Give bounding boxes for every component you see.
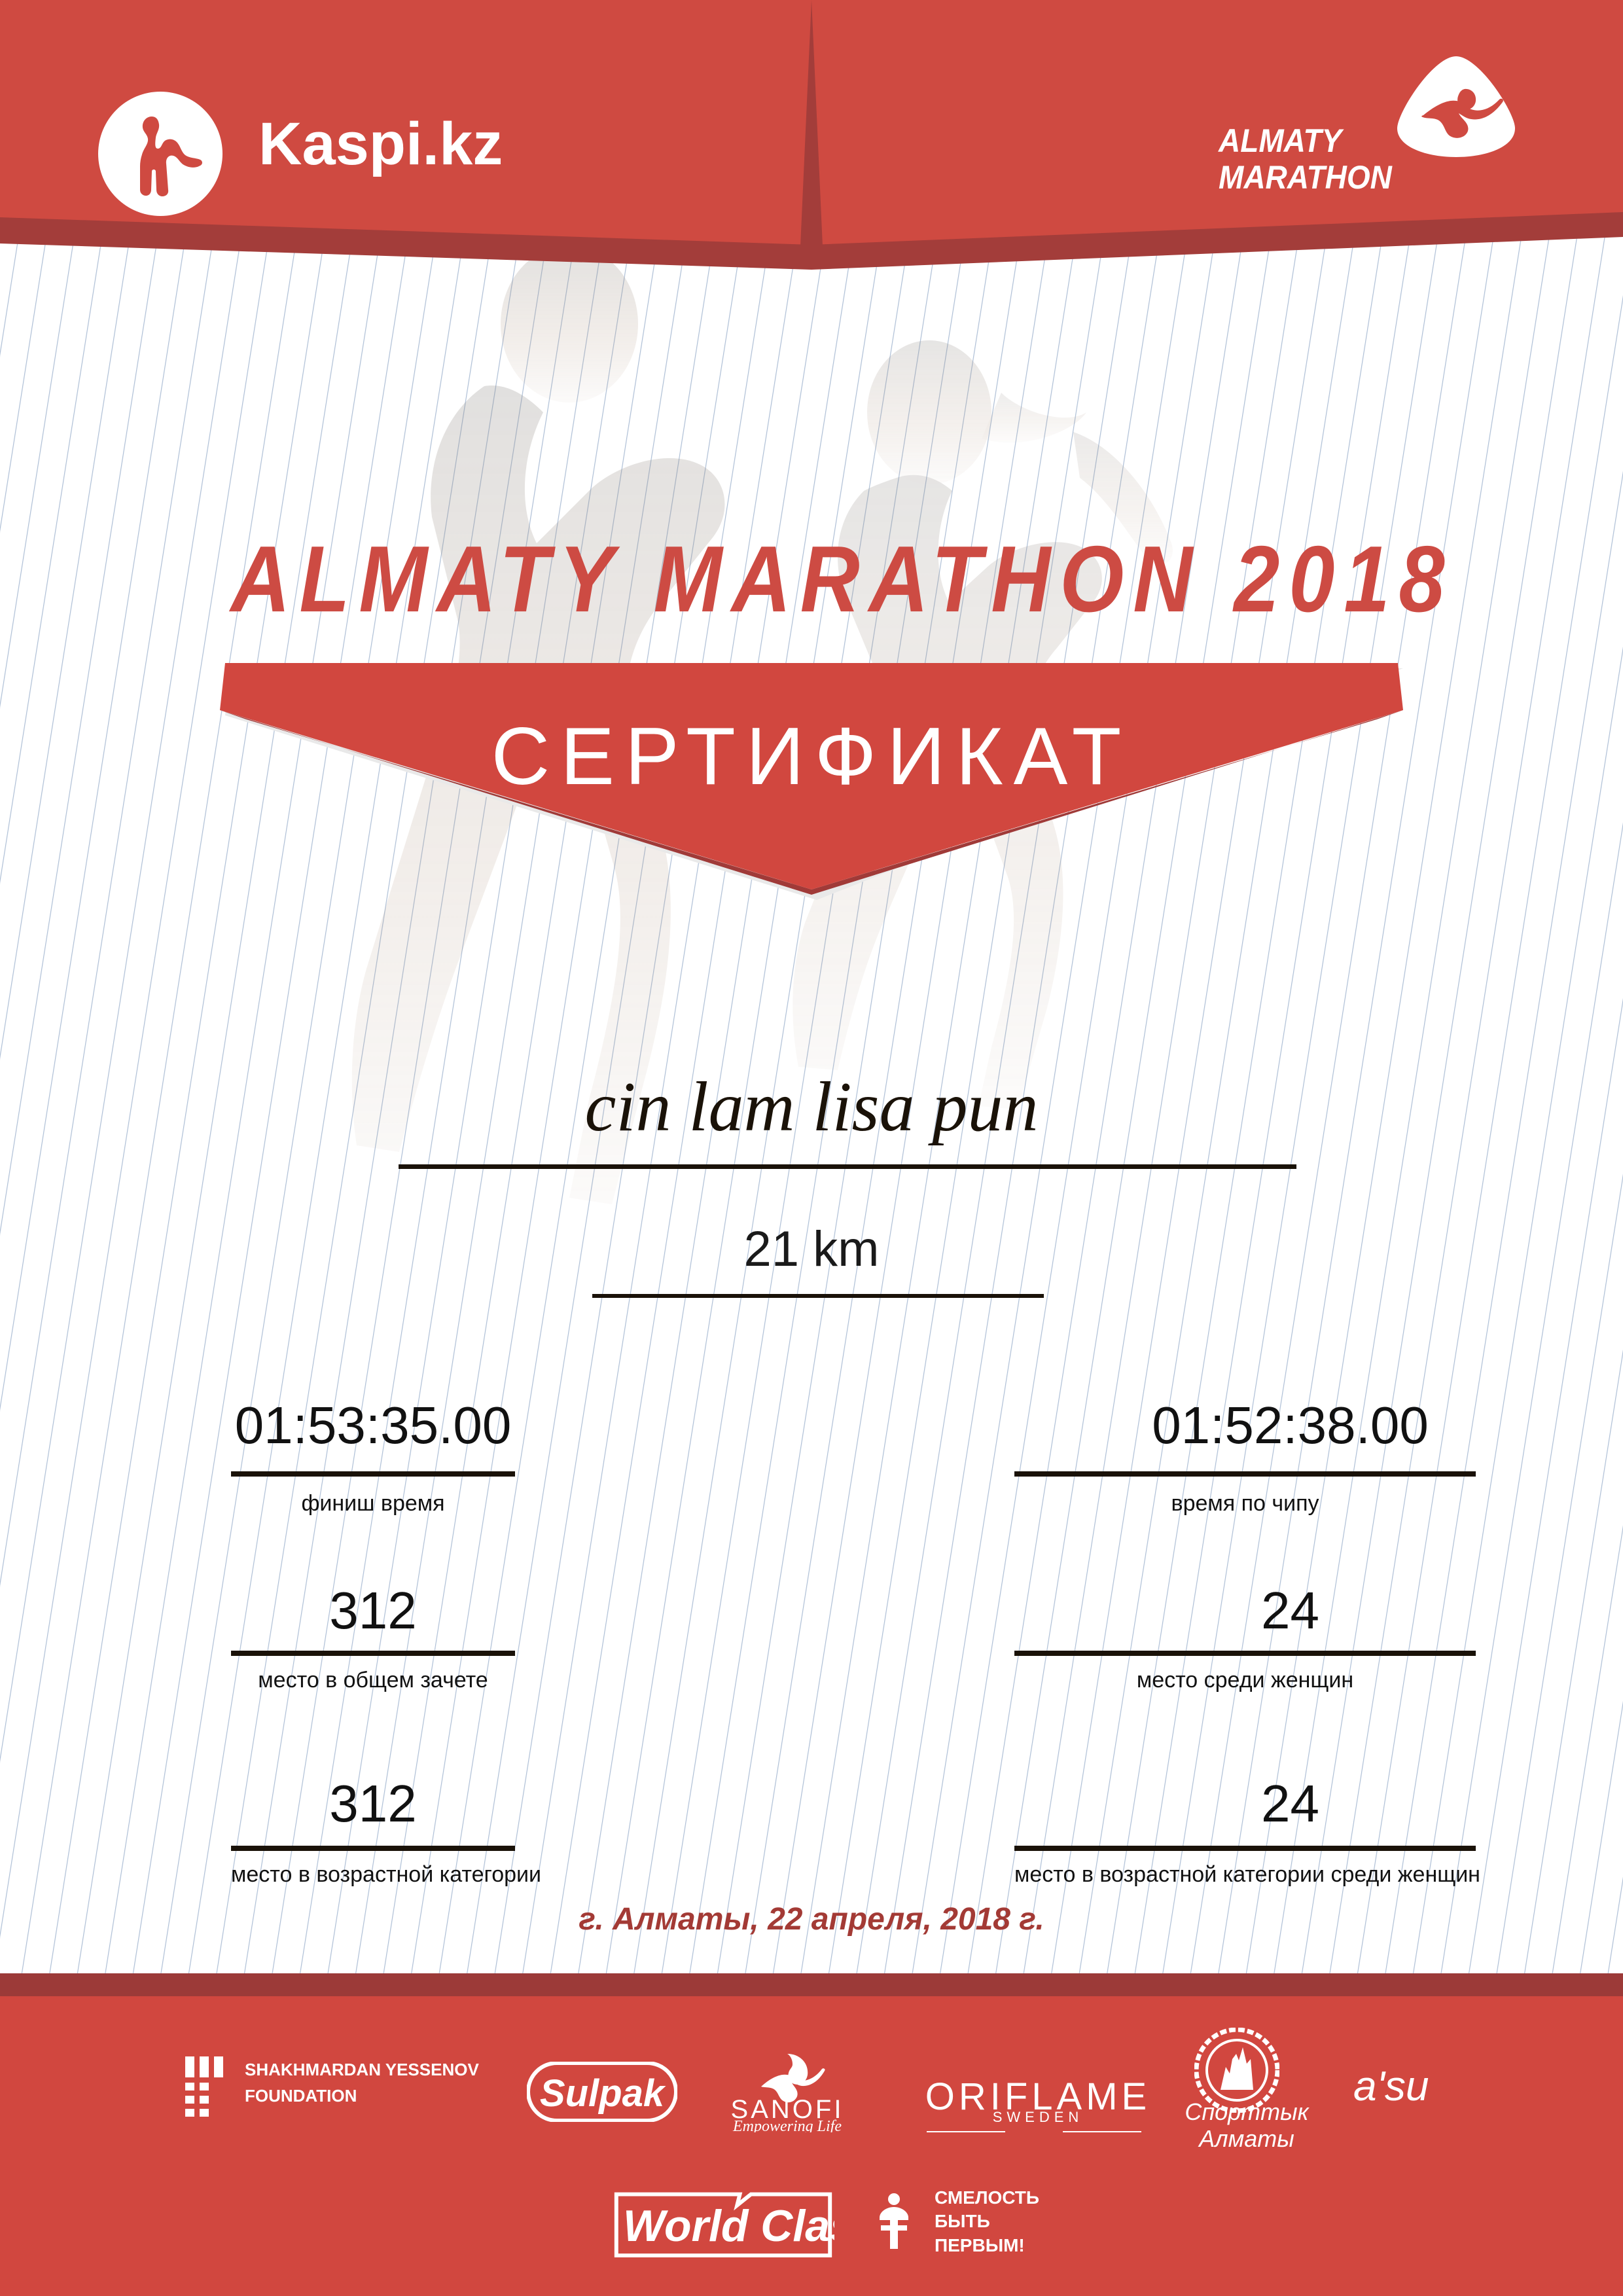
svg-text:World Class: World Class — [623, 2201, 834, 2251]
svg-text:Empowering Life: Empowering Life — [732, 2118, 842, 2132]
svg-text:Sulpak: Sulpak — [540, 2072, 666, 2115]
